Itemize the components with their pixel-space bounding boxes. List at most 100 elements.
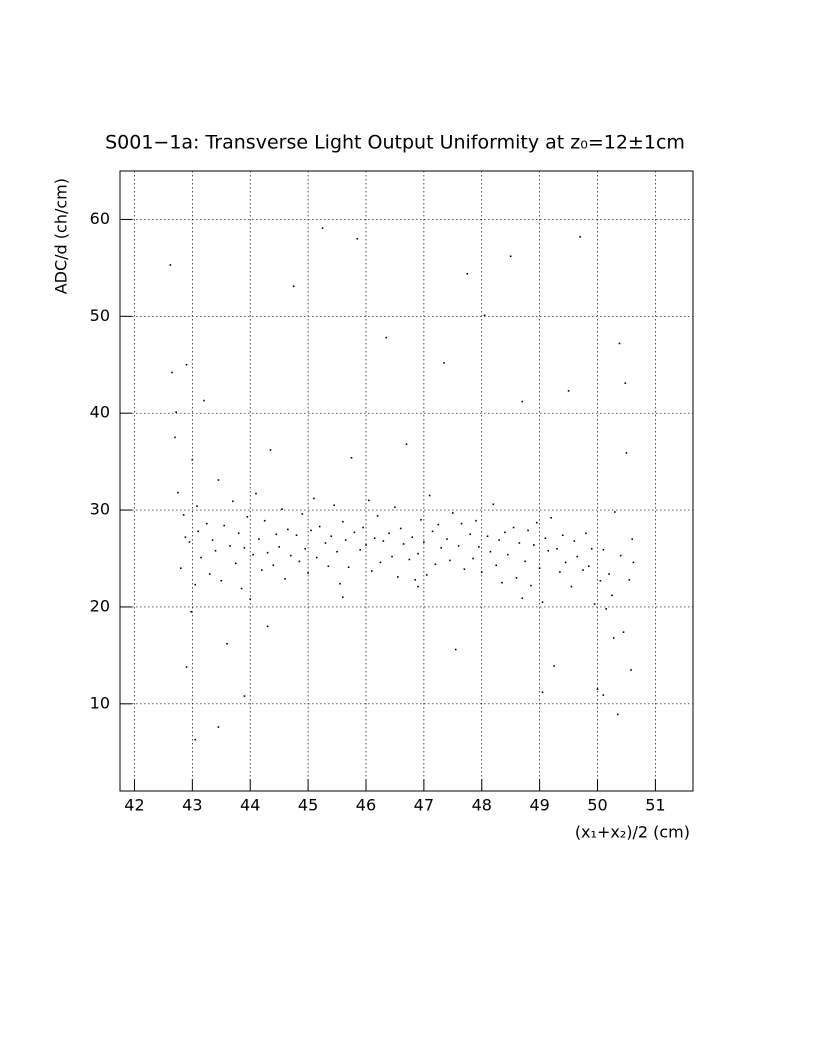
point [434,563,437,566]
point [289,554,292,557]
point [397,576,399,578]
point [194,738,197,741]
point [564,561,567,564]
point [440,547,443,549]
point [449,559,451,562]
point [232,500,234,503]
point [524,560,526,563]
point [472,557,474,560]
point [512,526,515,529]
point [489,550,492,553]
point [630,669,632,671]
point [624,382,627,384]
point [495,564,498,567]
point [605,608,607,610]
point [631,538,634,540]
point [206,522,208,525]
point [399,527,402,530]
point [414,579,416,581]
y-tick-label: 40 [90,403,110,422]
point [182,514,185,516]
point [272,564,275,567]
point [234,562,237,565]
y-tick-label: 30 [90,500,110,519]
plot-frame [119,170,694,792]
point [171,371,173,374]
point [504,531,506,534]
y-tick-label: 10 [90,693,110,712]
point [298,560,301,563]
chart-title: S001−1a: Transverse Light Output Uniform… [105,132,685,154]
point [318,525,321,528]
x-tick-label: 48 [472,796,492,815]
y-tick-label: 50 [90,306,110,325]
point [342,520,344,523]
point [281,508,283,510]
point [423,541,425,543]
point [425,574,428,576]
point [327,565,330,568]
point [266,551,269,554]
point [612,637,615,639]
point [184,536,187,538]
point [622,631,625,633]
point [431,530,434,533]
x-axis-label: (x₁+x₂)/2 (cm) [575,823,690,842]
point [217,726,220,728]
point [217,479,220,481]
point [391,555,393,558]
point [284,578,286,580]
point [518,542,521,544]
point [492,503,495,506]
point [475,519,477,522]
point [388,532,390,535]
point [454,648,457,651]
point [211,539,214,541]
point [599,579,602,582]
point [313,497,315,500]
point [446,538,448,540]
point [498,539,500,541]
point [359,548,361,551]
point [356,238,359,240]
point [628,579,631,581]
point [252,553,254,556]
point [483,314,486,317]
point [460,522,463,525]
point [521,400,524,403]
x-tick-label: 49 [529,796,549,815]
point [373,537,376,539]
point [370,570,373,572]
point [579,236,581,238]
point [197,530,199,533]
point [553,665,555,667]
point [385,336,388,339]
point [573,540,576,542]
point [509,255,512,258]
point [547,549,550,552]
x-tick-label: 45 [298,796,318,815]
point [269,449,272,451]
point [596,688,599,691]
point [261,569,263,571]
point [333,504,335,507]
point [330,535,333,538]
point [567,390,570,392]
point [344,539,347,541]
point [466,272,469,275]
point [593,603,596,605]
point [185,666,188,668]
point [602,548,605,551]
point [408,558,411,561]
point [541,691,544,693]
point [220,579,223,582]
point [175,411,177,414]
point [535,521,538,524]
point [611,594,613,597]
point [625,452,628,454]
point [200,556,202,559]
point [530,584,532,587]
point [411,536,414,538]
point [614,511,616,513]
point [243,695,246,697]
